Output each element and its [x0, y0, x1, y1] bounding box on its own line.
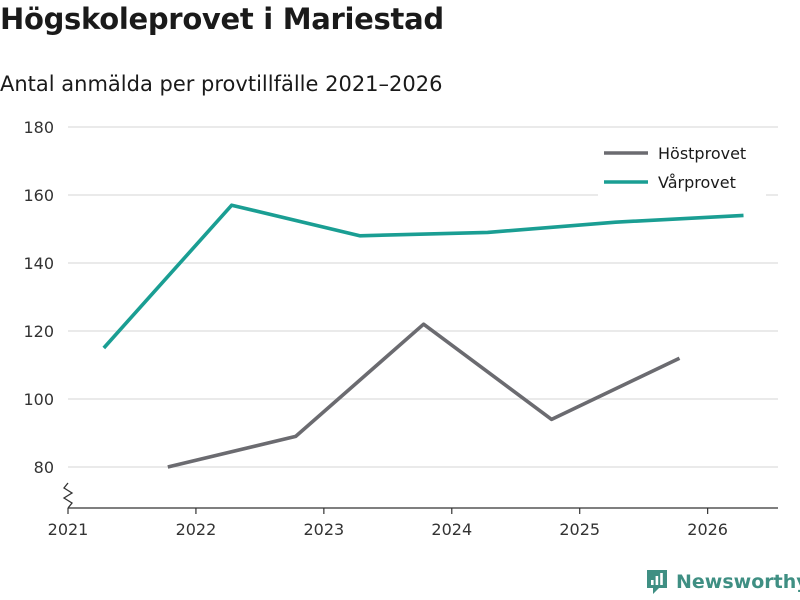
brand-logo: Newsworthy [645, 568, 800, 596]
legend-label: Höstprovet [658, 144, 746, 163]
brand-name: Newsworthy [676, 571, 800, 593]
y-tick-label: 80 [34, 458, 54, 477]
legend-background [598, 138, 766, 198]
x-tick-label: 2024 [431, 520, 472, 539]
y-axis-break-marker [62, 482, 74, 509]
y-tick-label: 100 [23, 390, 54, 409]
y-tick-label: 140 [23, 254, 54, 273]
legend-label: Vårprovet [658, 173, 736, 192]
x-tick-label: 2023 [303, 520, 344, 539]
gridlines [68, 126, 778, 468]
x-tick-label: 2025 [559, 520, 600, 539]
series-lines [102, 203, 744, 469]
series-line [102, 203, 744, 350]
chart-title: Högskoleprovet i Mariestad [0, 2, 444, 36]
chart-subtitle: Antal anmälda per provtillfälle 2021–202… [0, 72, 443, 96]
y-tick-label: 160 [23, 186, 54, 205]
newsworthy-logo-icon [647, 570, 667, 594]
legend: Höstprovet Vårprovet [598, 138, 766, 198]
x-tick-label: 2021 [48, 520, 89, 539]
y-tick-label: 180 [23, 118, 54, 137]
x-tick-label: 2026 [687, 520, 728, 539]
y-tick-label: 120 [23, 322, 54, 341]
series-line [167, 322, 681, 469]
x-tick-label: 2022 [176, 520, 217, 539]
axes: 80 100 120 140 160 180 2021 2022 2023 2024 2025 202… [23, 118, 778, 539]
